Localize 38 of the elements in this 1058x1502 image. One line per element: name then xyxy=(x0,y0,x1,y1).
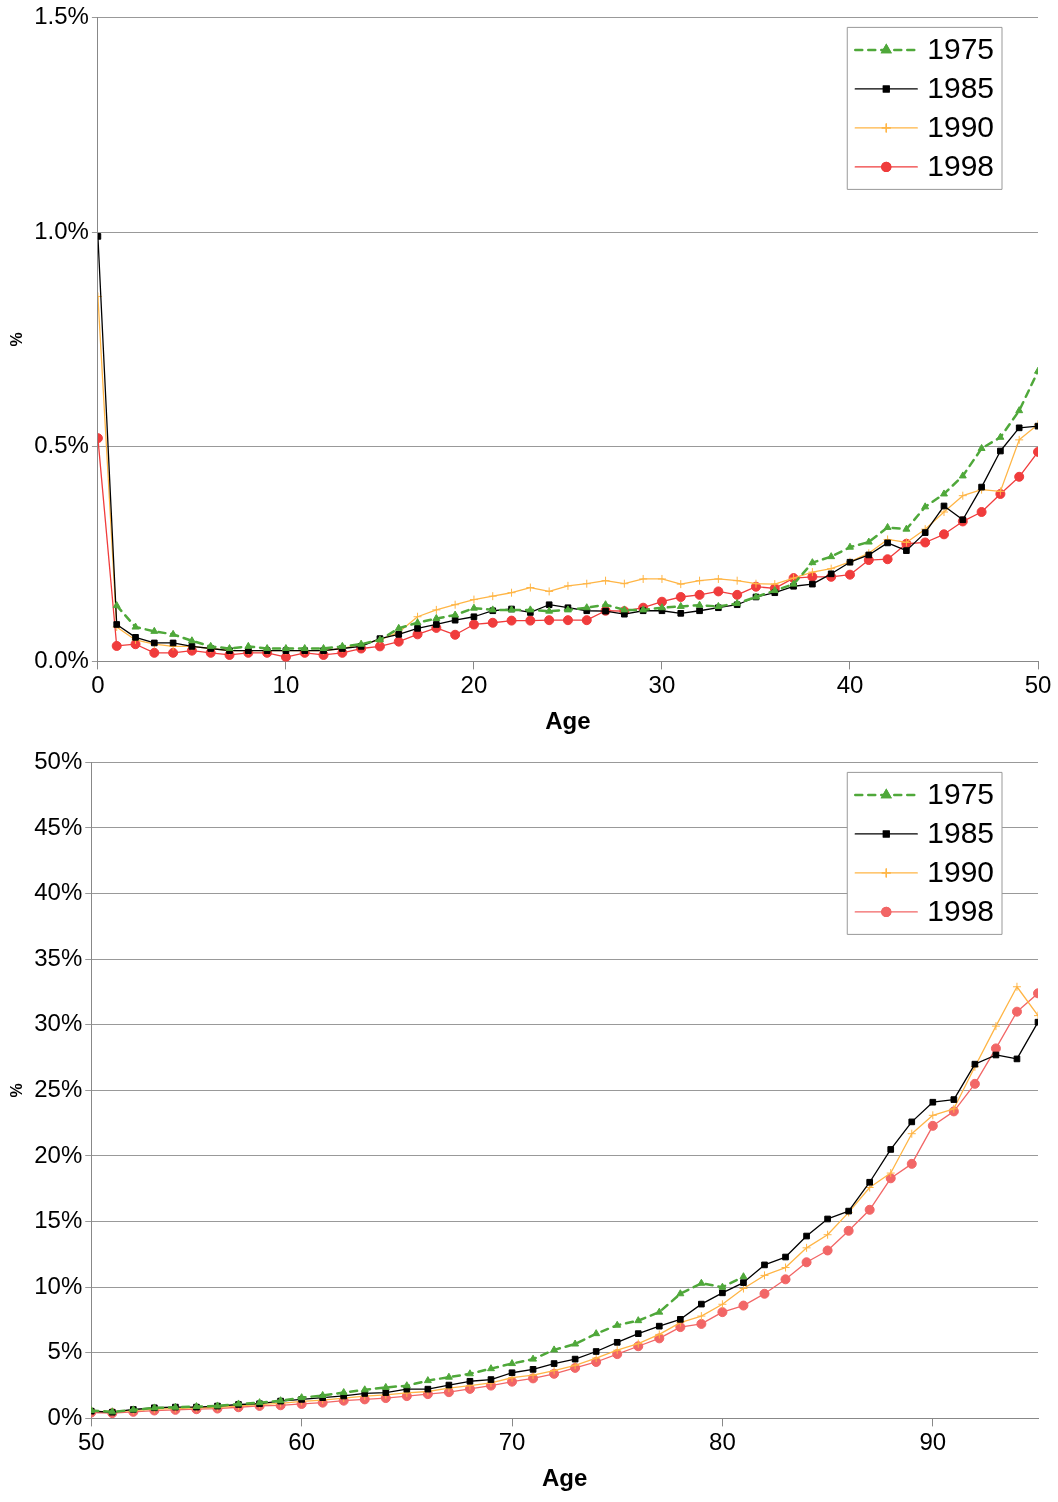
y-tick-label: 1.0% xyxy=(34,216,89,244)
y-tick-label: 25% xyxy=(34,1075,83,1103)
legend-label: 1975 xyxy=(927,777,995,811)
x-axis-title: Age xyxy=(541,1464,588,1492)
y-tick-label: 40% xyxy=(34,878,83,906)
y-tick-label: 0.5% xyxy=(34,431,89,459)
x-tick-label: 90 xyxy=(919,1428,947,1456)
x-tick-label: 50 xyxy=(77,1428,105,1456)
x-tick-label: 10 xyxy=(272,671,300,699)
x-tick-label: 30 xyxy=(648,671,676,699)
y-tick-label: 5% xyxy=(47,1337,83,1365)
x-tick-label: 60 xyxy=(288,1428,315,1456)
x-tick-label: 50 xyxy=(1024,671,1052,699)
y-tick-label: 15% xyxy=(34,1206,83,1234)
x-tick-label: 80 xyxy=(709,1428,736,1456)
x-tick-label: 20 xyxy=(460,671,488,699)
y-tick-label: 0.0% xyxy=(34,646,89,674)
legend-label: 1998 xyxy=(927,149,995,183)
y-axis-title: % xyxy=(8,332,26,347)
x-axis-title: Age xyxy=(545,707,591,735)
x-tick-label: 70 xyxy=(498,1428,526,1456)
legend-label: 1990 xyxy=(927,110,995,144)
y-tick-label: 1.5% xyxy=(34,2,89,30)
legend-label: 1998 xyxy=(927,894,995,928)
legend-label: 1985 xyxy=(927,71,995,105)
y-tick-label: 0% xyxy=(47,1403,83,1431)
y-tick-label: 45% xyxy=(34,812,83,840)
x-tick-label: 40 xyxy=(836,671,864,699)
legend-label: 1985 xyxy=(927,816,995,850)
y-axis-title: % xyxy=(8,1083,26,1098)
legend-label: 1975 xyxy=(927,32,995,66)
legend-label: 1990 xyxy=(927,855,995,889)
y-tick-label: 35% xyxy=(34,943,83,971)
y-tick-label: 50% xyxy=(34,747,83,775)
x-tick-label: 0 xyxy=(91,671,105,699)
y-tick-label: 20% xyxy=(34,1140,83,1168)
y-tick-label: 10% xyxy=(34,1271,83,1299)
y-tick-label: 30% xyxy=(34,1009,83,1037)
